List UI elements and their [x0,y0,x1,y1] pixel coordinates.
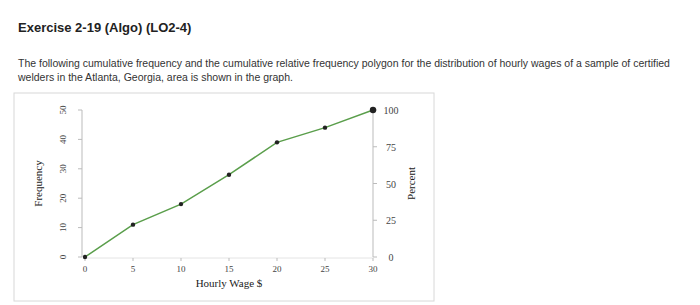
y-tick-label: 10 [58,223,68,233]
y-tick [78,198,82,199]
y-tick [78,110,82,111]
y2-axis-label: Percent [405,167,417,200]
point [275,140,279,144]
x-tick [325,258,326,261]
y-tick-label: 20 [58,193,68,203]
y2-tick-label: 100 [384,105,399,116]
point [227,172,231,176]
x-tick-label: 15 [225,264,235,274]
x-axis-label: Hourly Wage $ [196,277,263,289]
cumulative-line [85,110,373,257]
x-tick-label: 0 [83,264,88,274]
point [323,125,327,129]
x-tick-label: 30 [369,264,379,274]
x-tick [181,258,182,261]
point [83,255,87,259]
plot-area [83,107,376,259]
y-tick-label: 40 [58,134,68,144]
y-tick-label: 30 [58,164,68,174]
y-tick [78,227,82,228]
point [179,202,183,206]
point [370,107,376,113]
x-tick-label: 10 [177,264,187,274]
y-tick [78,139,82,140]
y2-tick [373,257,377,258]
y2-tick-label: 25 [386,215,396,226]
y-tick-label: 0 [58,254,68,259]
y2-tick-label: 50 [386,179,396,190]
exercise-text: The following cumulative frequency and t… [18,56,688,84]
y-axis-label: Frequency [32,160,44,207]
x-tick-label: 20 [273,264,283,274]
y2-tick [373,146,377,147]
chart-frame [14,93,434,301]
y2-tick-label: 75 [386,142,396,153]
x-tick [133,258,134,261]
y2-tick [373,183,377,184]
exercise-title: Exercise 2-19 (Algo) (LO2-4) [18,20,191,35]
y2-tick [373,220,377,221]
x-tick [229,258,230,261]
y-tick-label: 50 [58,105,68,115]
x-tick [373,258,374,261]
point [131,222,135,226]
y-tick [78,257,82,258]
y2-tick-label: 0 [389,252,394,263]
y-tick [78,168,82,169]
x-tick-label: 25 [321,264,331,274]
x-tick-label: 5 [131,264,136,274]
y-axis [82,110,83,257]
x-tick [277,258,278,261]
